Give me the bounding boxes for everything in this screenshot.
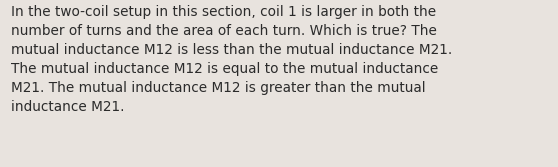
Text: In the two-coil setup in this section, coil 1 is larger in both the
number of tu: In the two-coil setup in this section, c… — [11, 5, 453, 114]
